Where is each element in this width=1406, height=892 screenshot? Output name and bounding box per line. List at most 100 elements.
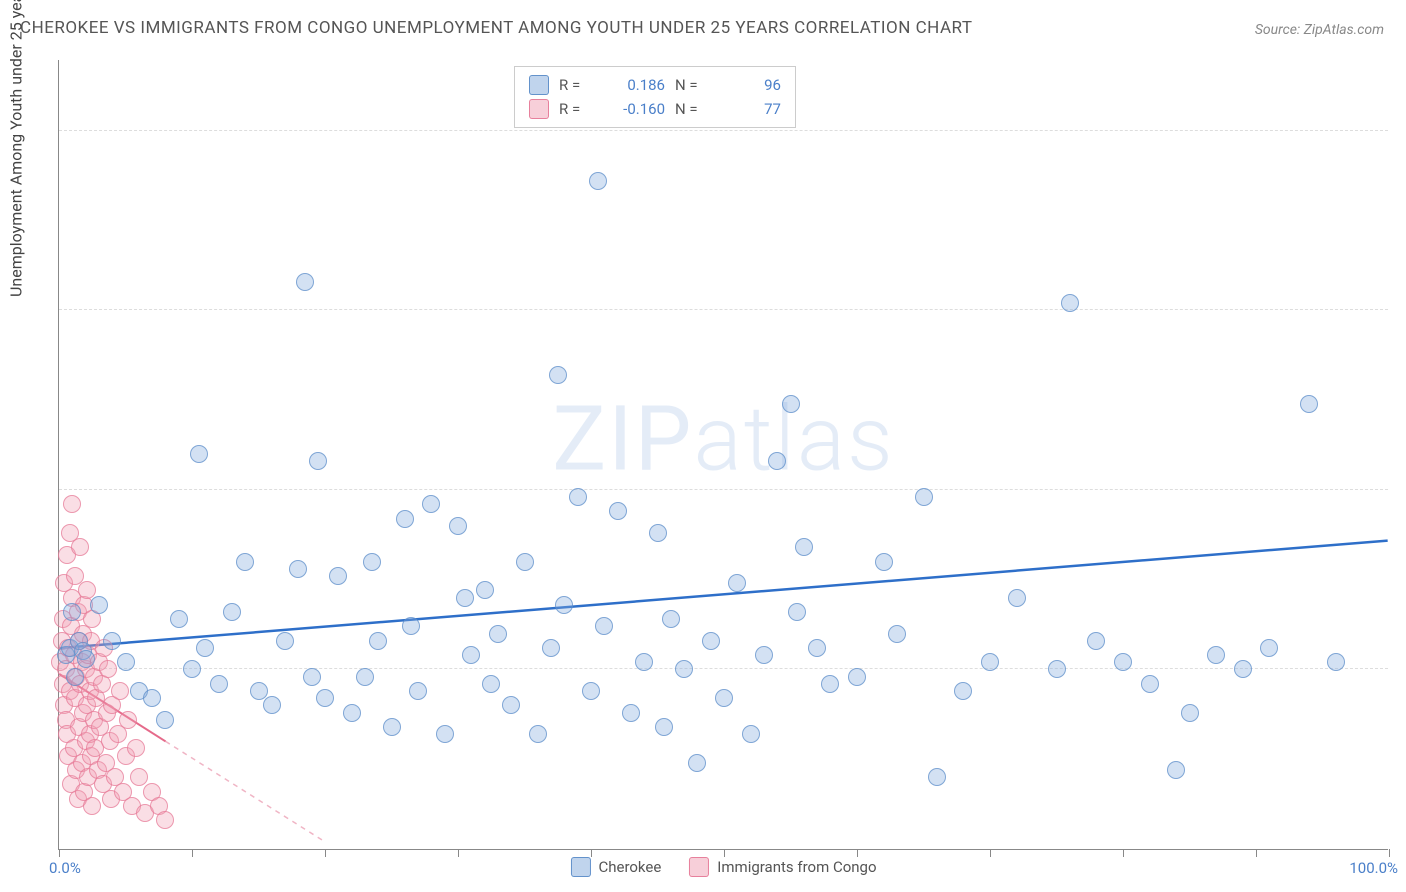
- data-point: [210, 675, 228, 693]
- data-point: [728, 574, 746, 592]
- data-point: [190, 445, 208, 463]
- data-point: [329, 567, 347, 585]
- series-name: Cherokee: [598, 858, 661, 876]
- n-value: 77: [721, 97, 781, 121]
- data-point: [1048, 660, 1066, 678]
- data-point: [582, 682, 600, 700]
- data-point: [156, 811, 174, 829]
- r-label: R =: [559, 73, 595, 97]
- data-point: [436, 725, 454, 743]
- x-tick: [857, 849, 858, 857]
- data-point: [595, 617, 613, 635]
- data-point: [409, 682, 427, 700]
- n-label: N =: [675, 97, 711, 121]
- data-point: [795, 538, 813, 556]
- x-tick: [1256, 849, 1257, 857]
- data-point: [1087, 632, 1105, 650]
- data-point: [250, 682, 268, 700]
- r-value: 0.186: [605, 73, 665, 97]
- data-point: [1207, 646, 1225, 664]
- data-point: [702, 632, 720, 650]
- legend-item-pink: Immigrants from Congo: [689, 857, 876, 877]
- data-point: [143, 689, 161, 707]
- data-point: [316, 689, 334, 707]
- data-point: [99, 660, 117, 678]
- gridline: [59, 489, 1388, 490]
- data-point: [782, 395, 800, 413]
- data-point: [356, 668, 374, 686]
- data-point: [888, 625, 906, 643]
- data-point: [549, 366, 567, 384]
- x-tick: [458, 849, 459, 857]
- series-name: Immigrants from Congo: [717, 858, 876, 876]
- data-point: [821, 675, 839, 693]
- data-point: [808, 639, 826, 657]
- data-point: [396, 510, 414, 528]
- gridline: [59, 130, 1388, 131]
- data-point: [63, 495, 81, 513]
- x-tick: [1123, 849, 1124, 857]
- data-point: [170, 610, 188, 628]
- data-point: [609, 502, 627, 520]
- legend-row-blue: R = 0.186 N = 96: [529, 73, 781, 97]
- scatter-chart: ZIPatlas R = 0.186 N = 96 R = -0.160 N =…: [58, 60, 1388, 850]
- data-point: [83, 797, 101, 815]
- x-tick: [325, 849, 326, 857]
- legend-row-pink: R = -0.160 N = 77: [529, 97, 781, 121]
- data-point: [156, 711, 174, 729]
- data-point: [343, 704, 361, 722]
- chart-title: CHEROKEE VS IMMIGRANTS FROM CONGO UNEMPL…: [20, 18, 973, 38]
- x-tick: [59, 849, 60, 857]
- data-point: [130, 768, 148, 786]
- data-point: [688, 754, 706, 772]
- data-point: [363, 553, 381, 571]
- data-point: [236, 553, 254, 571]
- data-point: [276, 632, 294, 650]
- swatch-blue: [570, 857, 590, 877]
- swatch-pink: [689, 857, 709, 877]
- data-point: [309, 452, 327, 470]
- data-point: [449, 517, 467, 535]
- swatch-pink: [529, 99, 549, 119]
- data-point: [768, 452, 786, 470]
- x-tick: [990, 849, 991, 857]
- data-point: [635, 653, 653, 671]
- data-point: [569, 488, 587, 506]
- data-point: [655, 718, 673, 736]
- data-point: [77, 650, 95, 668]
- data-point: [755, 646, 773, 664]
- data-point: [1141, 675, 1159, 693]
- y-axis-label: Unemployment Among Youth under 25 years: [7, 0, 26, 297]
- r-value: -0.160: [605, 97, 665, 121]
- data-point: [848, 668, 866, 686]
- data-point: [529, 725, 547, 743]
- legend-item-blue: Cherokee: [570, 857, 661, 877]
- data-point: [369, 632, 387, 650]
- data-point: [117, 653, 135, 671]
- data-point: [928, 768, 946, 786]
- data-point: [502, 696, 520, 714]
- data-point: [1061, 294, 1079, 312]
- data-point: [516, 553, 534, 571]
- data-point: [662, 610, 680, 628]
- data-point: [196, 639, 214, 657]
- data-point: [875, 553, 893, 571]
- data-point: [489, 625, 507, 643]
- data-point: [542, 639, 560, 657]
- data-point: [119, 711, 137, 729]
- data-point: [127, 739, 145, 757]
- data-point: [296, 273, 314, 291]
- x-tick: [192, 849, 193, 857]
- data-point: [63, 603, 81, 621]
- data-point: [456, 589, 474, 607]
- data-point: [954, 682, 972, 700]
- x-tick: [1389, 849, 1390, 857]
- gridline: [59, 309, 1388, 310]
- source-attribution: Source: ZipAtlas.com: [1255, 22, 1384, 38]
- data-point: [90, 596, 108, 614]
- n-value: 96: [721, 73, 781, 97]
- data-point: [422, 495, 440, 513]
- data-point: [742, 725, 760, 743]
- data-point: [589, 172, 607, 190]
- data-point: [482, 675, 500, 693]
